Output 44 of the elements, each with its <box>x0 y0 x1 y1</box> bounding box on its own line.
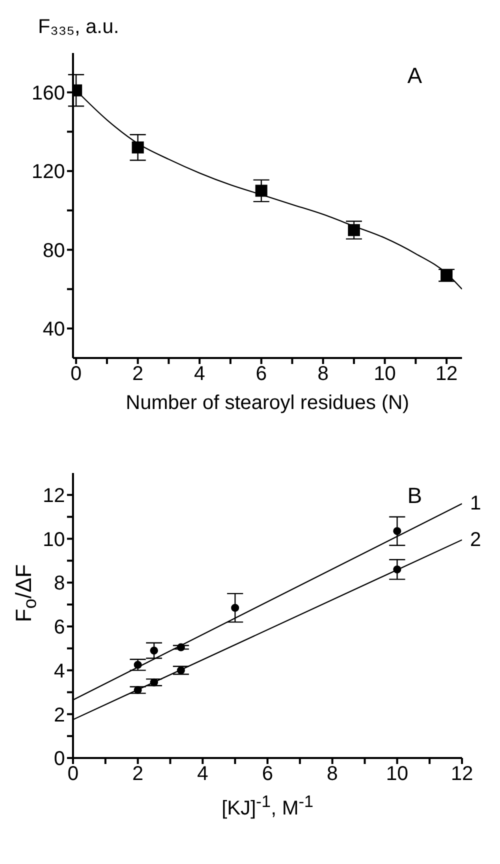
point <box>176 643 185 652</box>
series-label: 2 <box>470 528 482 551</box>
series-label: 1 <box>470 492 482 515</box>
x-tick-label: 12 <box>435 363 458 386</box>
point <box>393 565 402 574</box>
x-tick-label: 10 <box>386 763 408 786</box>
x-tick-label: 6 <box>256 363 267 386</box>
point <box>255 184 268 197</box>
y-tick-label: 0 <box>54 748 65 770</box>
annotation: B <box>407 483 422 509</box>
y-axis-title: F₃₃₅, a.u. <box>38 16 120 39</box>
point <box>134 686 142 694</box>
y-tick-label: 80 <box>42 240 65 262</box>
point <box>348 224 360 236</box>
x-tick-label: 2 <box>132 363 144 386</box>
x-tick-label: 4 <box>194 363 206 386</box>
point <box>176 666 185 674</box>
point <box>393 527 402 536</box>
x-tick-label: 6 <box>262 763 274 786</box>
point <box>150 678 158 686</box>
annotation: A <box>407 63 422 89</box>
y-tick-label: 2 <box>54 704 65 726</box>
x-tick-label: 2 <box>132 763 144 786</box>
y-tick-label: 120 <box>32 161 65 184</box>
x-axis-title: [KJ]$^{-1}$, M$^{-1}$ <box>220 792 314 821</box>
x-tick-label: 8 <box>318 363 329 386</box>
y-tick-label: 40 <box>42 318 65 341</box>
x-tick-label: 10 <box>374 363 396 386</box>
y-tick-label: 4 <box>54 660 65 682</box>
x-tick-label: 8 <box>326 763 338 786</box>
point <box>150 646 158 655</box>
y-tick-label: 160 <box>32 82 65 104</box>
y-tick-label: 10 <box>42 528 65 551</box>
x-axis-title: Number of stearoyl residues (N) <box>124 392 410 415</box>
y-tick-label: 8 <box>54 572 65 595</box>
x-tick-label: 12 <box>450 763 474 786</box>
point <box>132 141 144 154</box>
x-tick-label: 0 <box>70 363 82 386</box>
point <box>134 660 142 669</box>
point <box>440 269 453 282</box>
y-tick-label: 6 <box>54 616 65 639</box>
x-tick-label: 4 <box>197 763 208 786</box>
y-tick-label: 12 <box>42 485 65 508</box>
point <box>231 604 240 612</box>
